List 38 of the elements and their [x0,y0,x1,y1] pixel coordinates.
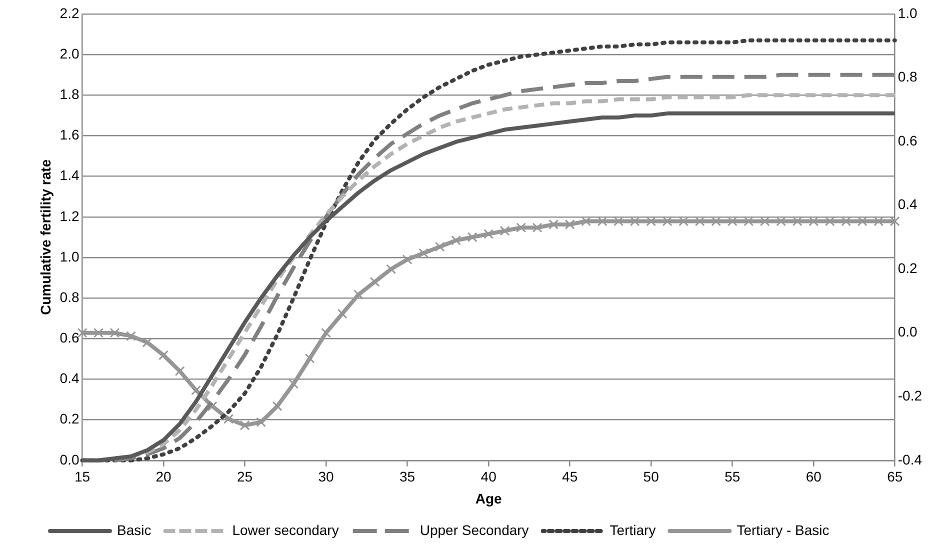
y2-tick-label: 0.0 [898,324,918,340]
x-tick-label: 20 [156,468,172,485]
y2-tick-label: -0.2 [898,387,922,404]
legend-label: Tertiary - Basic [736,522,830,538]
legend-label: Tertiary [610,522,656,538]
x-tick-label: 65 [887,468,903,485]
y-tick-label: 1.2 [60,208,80,224]
y-tick-label: 0.0 [60,451,80,468]
legend-label: Basic [117,522,152,538]
x-tick-label: 45 [562,468,578,485]
x-tick-label: 25 [236,468,253,485]
y-tick-label: 1.8 [60,86,80,102]
x-tick-label: 40 [480,468,497,485]
legend-label: Upper Secondary [420,522,529,538]
y2-tick-label: 0.8 [898,68,918,85]
y-tick-label: 0.4 [60,370,80,386]
x-tick-label: 60 [806,468,822,485]
x-tick-label: 30 [318,468,334,485]
x-tick-label: 35 [400,468,416,485]
y-tick-label: 2.0 [60,45,80,62]
y-tick-label: 1.6 [60,126,80,143]
y2-tick-label: 0.4 [898,196,918,212]
y2-tick-label: 0.2 [898,260,918,276]
y-axis-title: Cumulative fertility rate [37,159,54,316]
x-tick-label: 50 [643,468,660,485]
x-axis-title: Age [475,490,502,506]
y-tick-label: 2.2 [60,4,80,21]
y-tick-label: 0.2 [60,410,80,427]
y2-tick-label: 0.6 [898,132,918,148]
y-tick-label: 0.8 [60,288,80,305]
y-tick-label: 0.6 [60,330,80,346]
y-tick-label: 1.4 [60,167,80,184]
legend-label: Lower secondary [232,522,339,538]
y-tick-label: 1.0 [60,248,80,264]
x-tick-label: 55 [724,468,740,485]
y2-tick-label: -0.4 [898,451,922,468]
y2-tick-label: 1.0 [898,4,918,21]
x-tick-label: 15 [74,468,90,485]
